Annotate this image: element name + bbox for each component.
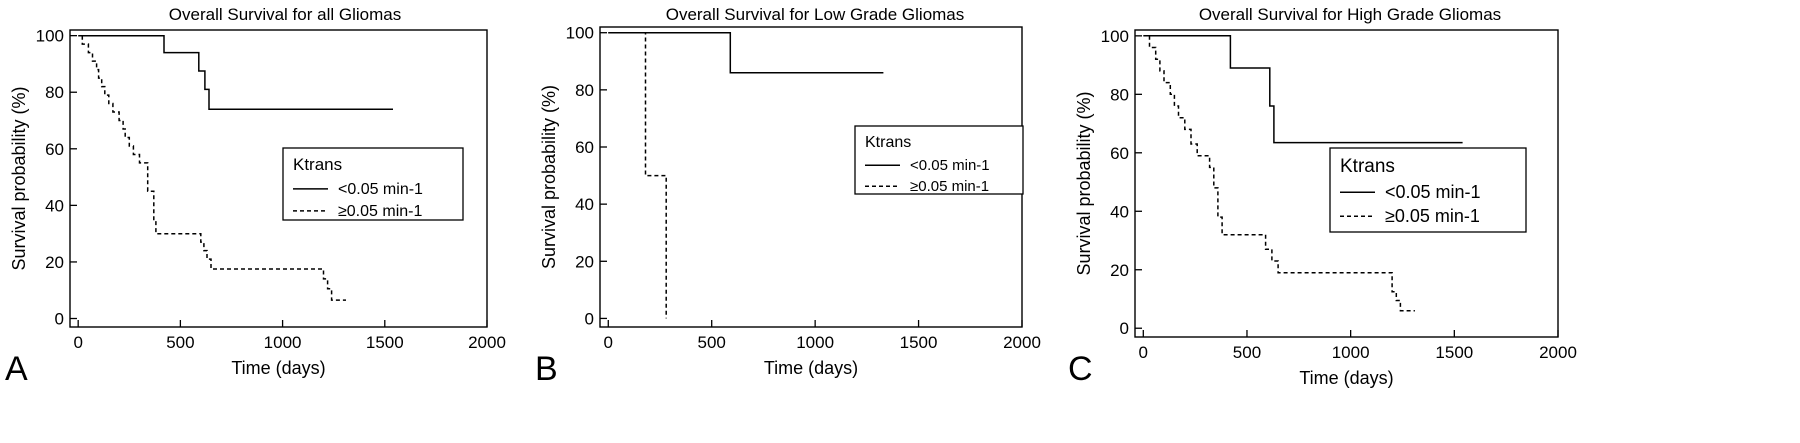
y-tick-label: 100 [566,24,594,43]
legend-box [1329,147,1527,233]
x-tick-label: 500 [166,333,194,352]
series-line-high-ktrans [1148,35,1415,312]
y-axis-label: Survival probability (%) [1074,91,1094,275]
y-tick-label: 0 [585,309,594,328]
x-axis-label: Time (days) [1299,368,1393,388]
legend-entry: ≥0.05 min-1 [1385,206,1480,226]
y-tick-label: 40 [1110,202,1129,221]
x-tick-label: 1000 [264,333,302,352]
legend-box [282,147,464,221]
y-tick-label: 20 [575,252,594,271]
chart-title: Overall Survival for High Grade Gliomas [1199,5,1501,24]
y-tick-label: 60 [45,140,64,159]
chart-panel-a: Overall Survival for all Gliomas 0 20 40 60 8… [5,5,506,388]
legend: Ktrans <0.05 min-1 ≥0.05 min-1 [1329,147,1527,233]
legend-entry: <0.05 min-1 [910,157,990,174]
x-tick-label: 1000 [1332,343,1370,362]
legend-box [854,125,1024,195]
y-tick-label: 0 [1120,319,1129,338]
panel-label: C [1068,350,1093,388]
legend-title: Ktrans [865,134,911,151]
legend-title: Ktrans [1340,156,1395,177]
y-tick-label: 40 [575,195,594,214]
series-line-high-ktrans [81,35,346,301]
y-axis-label: Survival probability (%) [9,86,29,270]
y-tick-label: 60 [1110,144,1129,163]
panel-label: B [535,350,558,388]
series-line-low-ktrans [608,31,884,74]
panel-label: A [5,350,28,388]
series-line-high-ktrans [608,31,667,319]
y-tick-label: 60 [575,138,594,157]
chart-panel-b: Overall Survival for Low Grade Gliomas 0 2… [535,5,1041,388]
y-tick-label: 80 [1110,85,1129,104]
x-tick-label: 1500 [366,333,404,352]
y-tick-label: 20 [1110,261,1129,280]
x-tick-label: 1500 [900,333,938,352]
legend-entry: <0.05 min-1 [338,181,423,198]
series-line-low-ktrans [78,34,393,110]
chart-panel-c: Overall Survival for High Grade Gliomas 0… [1068,5,1577,388]
chart-title: Overall Survival for Low Grade Gliomas [666,5,965,24]
y-tick-label: 0 [55,310,64,329]
x-tick-label: 0 [73,333,82,352]
x-tick-label: 2000 [1003,333,1041,352]
x-tick-label: 2000 [1539,343,1577,362]
x-tick-label: 1500 [1435,343,1473,362]
legend: Ktrans <0.05 min-1 ≥0.05 min-1 [282,147,464,221]
legend-title: Ktrans [293,155,342,174]
x-tick-label: 1000 [796,333,834,352]
plot-frame [1134,29,1559,338]
x-axis-label: Time (days) [764,358,858,378]
y-axis-label: Survival probability (%) [539,85,559,269]
x-tick-label: 500 [1233,343,1261,362]
legend-entry: <0.05 min-1 [1385,182,1481,202]
legend-entry: ≥0.05 min-1 [338,203,422,220]
chart-title: Overall Survival for all Gliomas [169,5,401,24]
series-line-low-ktrans [1143,35,1463,144]
legend-entry: ≥0.05 min-1 [910,178,989,195]
legend: Ktrans <0.05 min-1 ≥0.05 min-1 [854,125,1024,195]
y-tick-label: 20 [45,253,64,272]
x-axis-label: Time (days) [231,358,325,378]
x-tick-label: 500 [698,333,726,352]
y-tick-label: 100 [36,27,64,46]
y-tick-label: 80 [45,83,64,102]
plot-frame [69,29,488,328]
x-tick-label: 0 [604,333,613,352]
y-tick-label: 100 [1101,27,1129,46]
x-tick-label: 2000 [468,333,506,352]
y-tick-label: 40 [45,196,64,215]
x-tick-label: 0 [1139,343,1148,362]
y-tick-label: 80 [575,81,594,100]
